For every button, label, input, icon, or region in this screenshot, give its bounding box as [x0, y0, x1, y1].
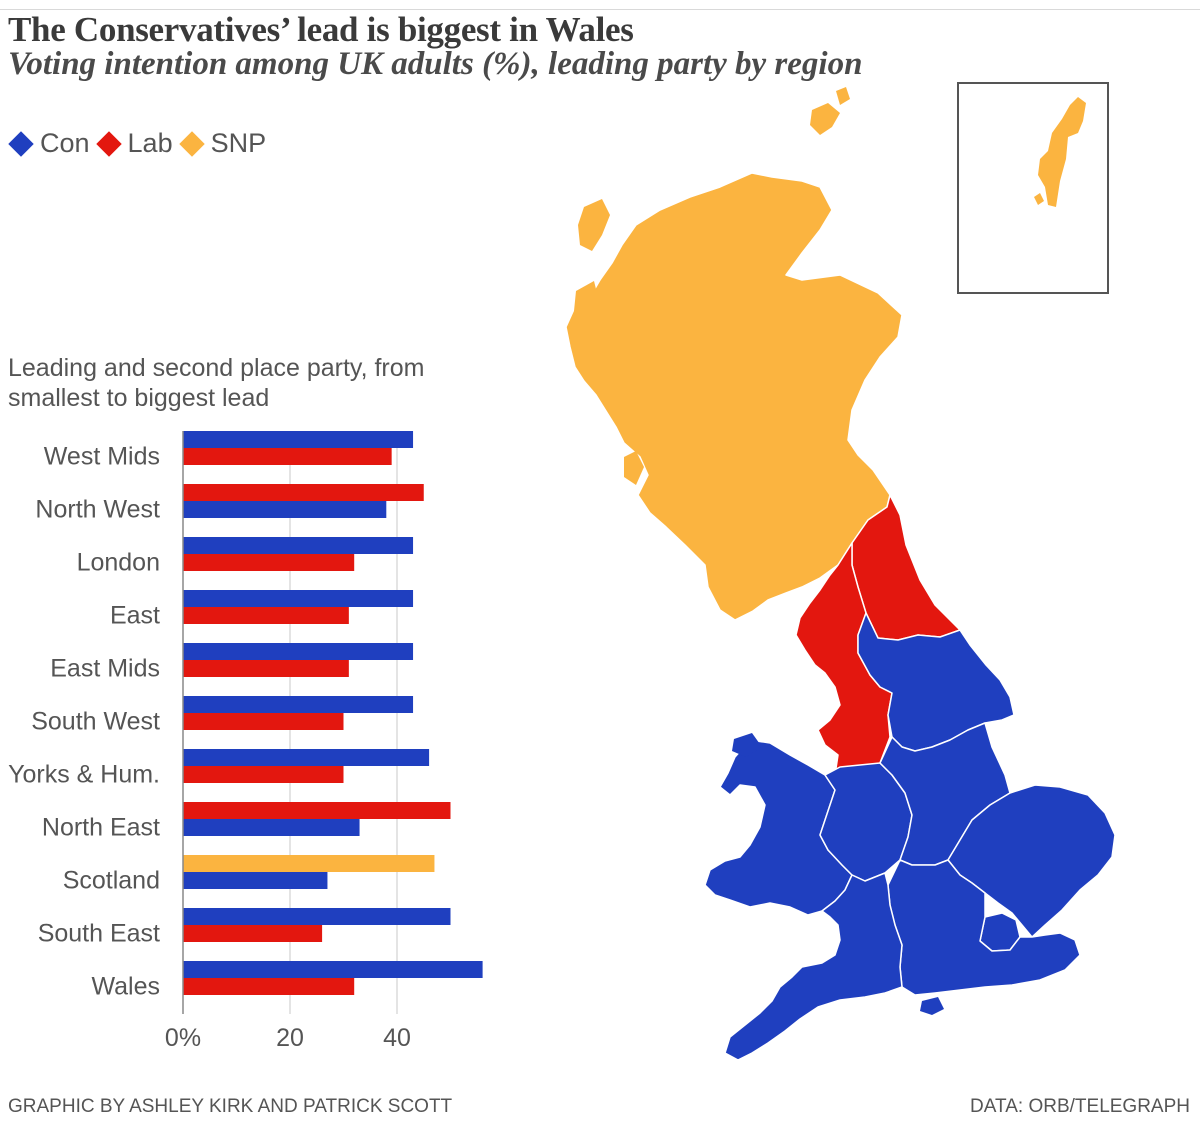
bar-lab: [183, 802, 451, 819]
bar-con: [183, 590, 414, 607]
bar-con: [183, 961, 483, 978]
legend-swatch-snp: [178, 130, 205, 157]
bar-con: [183, 819, 360, 836]
map-region-scotland: [565, 172, 903, 621]
footer-source: DATA: ORB/TELEGRAPH: [970, 1096, 1190, 1117]
bar-con: [183, 501, 387, 518]
bar-chart: 0% 20 40 West Mids North West London East East …: [8, 431, 483, 1050]
legend-swatch-con: [8, 130, 34, 157]
bar-con: [183, 872, 328, 889]
chart-subtitle: Voting intention among UK adults (%), le…: [8, 46, 863, 82]
category-label: East Mids: [50, 655, 160, 683]
bar-con: [183, 908, 451, 925]
bar-snp: [183, 855, 435, 872]
legend-label-snp: SNP: [210, 128, 267, 158]
bar-con: [183, 643, 414, 660]
bar-con: [183, 696, 414, 713]
map-region-south-west: [724, 872, 903, 1061]
legend: Con Lab SNP: [6, 128, 270, 159]
category-label: London: [77, 549, 160, 577]
top-rule: [0, 9, 1200, 10]
category-label: Scotland: [63, 867, 160, 895]
map-island-lewis: [578, 199, 610, 251]
legend-label-lab: Lab: [127, 128, 173, 158]
bar-lab: [183, 448, 392, 465]
map-island-skye: [574, 281, 598, 315]
legend-swatch-lab: [95, 130, 122, 157]
map-island-anglesey: [732, 733, 762, 757]
chart-note: Leading and second place party, from sma…: [8, 354, 425, 412]
legend-item-con: Con: [6, 128, 90, 159]
bar-lab: [183, 766, 344, 783]
footer-credit: GRAPHIC BY ASHLEY KIRK AND PATRICK SCOTT: [8, 1096, 453, 1117]
map-island-islay: [624, 451, 644, 485]
bar-con: [183, 431, 414, 448]
legend-label-con: Con: [40, 128, 90, 158]
category-label: North East: [42, 814, 160, 842]
bar-lab: [183, 713, 344, 730]
bar-con: [183, 537, 414, 554]
bar-lab: [183, 484, 424, 501]
category-label: Wales: [91, 973, 160, 1001]
category-label: East: [110, 602, 160, 630]
bar-lab: [183, 660, 349, 677]
map-island-orkney-north: [836, 87, 850, 105]
chart-title: The Conservatives’ lead is biggest in Wa…: [8, 10, 634, 49]
x-tick-label: 0%: [165, 1024, 201, 1050]
map-region-shetland: [1034, 97, 1086, 207]
bar-lab: [183, 607, 349, 624]
legend-item-lab: Lab: [94, 128, 173, 159]
bar-lab: [183, 978, 355, 995]
category-label: South West: [31, 708, 160, 736]
bar-lab: [183, 554, 355, 571]
map-island-wight: [920, 997, 944, 1015]
x-tick-label: 40: [383, 1024, 411, 1050]
category-label: West Mids: [44, 443, 160, 471]
category-label: North West: [35, 496, 160, 524]
bar-lab: [183, 925, 323, 942]
inset-frame: [957, 82, 1109, 294]
legend-item-snp: SNP: [177, 128, 267, 159]
category-label: South East: [38, 920, 160, 948]
map-island-orkney: [810, 103, 840, 135]
bar-con: [183, 749, 430, 766]
category-label: Yorks & Hum.: [8, 761, 160, 789]
x-tick-label: 20: [276, 1024, 304, 1050]
regional-map: [565, 82, 1116, 1061]
